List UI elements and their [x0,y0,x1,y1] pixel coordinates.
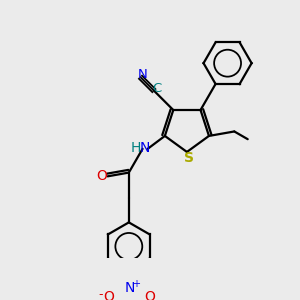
Text: -: - [98,288,103,300]
Text: O: O [144,290,155,300]
Text: N: N [137,68,147,81]
Text: N: N [140,141,150,155]
Text: C: C [153,82,162,95]
Text: H: H [130,141,141,155]
Text: +: + [132,279,140,289]
Text: N: N [124,280,135,295]
Text: O: O [103,290,114,300]
Text: O: O [96,169,107,183]
Text: S: S [184,151,194,165]
